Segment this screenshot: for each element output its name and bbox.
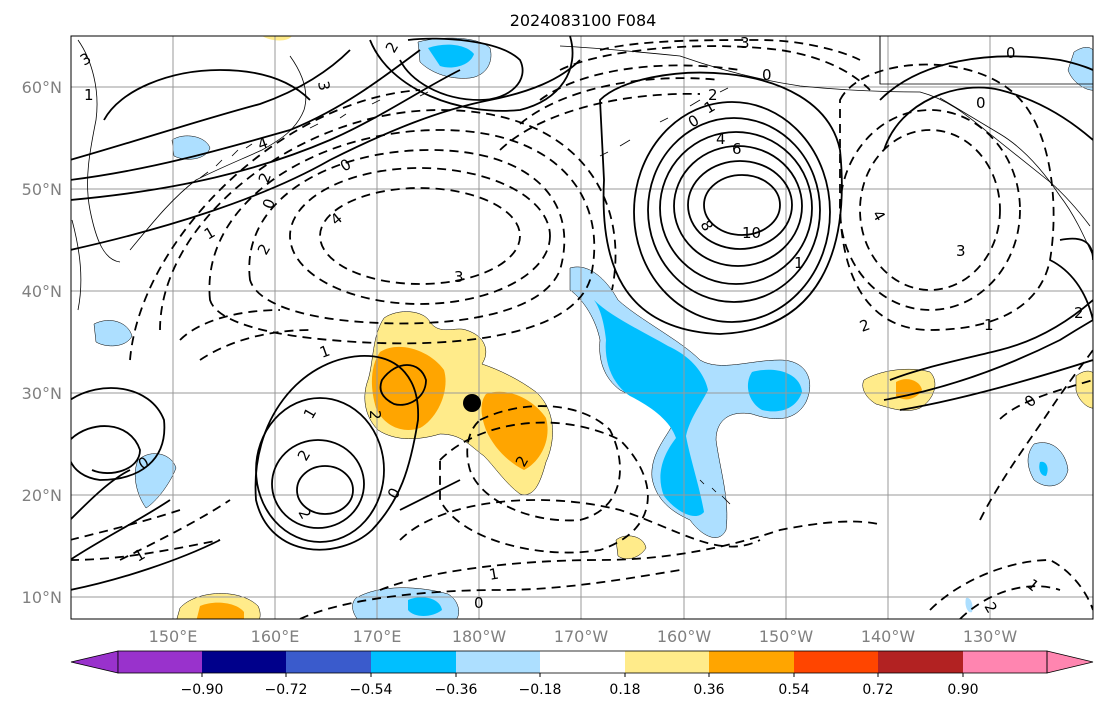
colorbar-tick-label: −0.18 <box>519 682 562 698</box>
lon-axis: 150°E 160°E 170°E 180°W 170°W 160°W 150°… <box>149 627 1018 646</box>
contour-label: 3 <box>956 242 966 260</box>
colorbar-max-extend <box>1046 650 1094 674</box>
contour-label: 4 <box>716 130 726 148</box>
lat-axis: 60°N 50°N 40°N 30°N 20°N 10°N <box>22 78 62 607</box>
colorbar-segment <box>202 651 286 673</box>
colorbar-tick-label: −0.54 <box>350 682 393 698</box>
lon-label: 180°W <box>452 627 507 646</box>
contour-label: 2 <box>366 410 384 420</box>
contour-label: 1 <box>794 254 804 272</box>
positive-shading <box>176 36 1093 619</box>
colorbar-tick-label: 0.36 <box>693 682 724 698</box>
lat-label: 40°N <box>22 282 62 301</box>
negative-contours <box>71 39 1093 619</box>
lon-label: 170°E <box>353 627 402 646</box>
high-center-contour <box>703 174 781 236</box>
lon-label: 150°E <box>149 627 198 646</box>
contour-label: 0 <box>762 66 772 84</box>
colorbar-segment <box>709 651 794 673</box>
hawaii-islands <box>699 479 731 505</box>
contour-label: 1 <box>488 565 501 584</box>
colorbar-segment <box>878 651 963 673</box>
colorbar: −0.90 −0.72 −0.54 −0.36 −0.18 0.18 0.36 … <box>70 650 1094 698</box>
lat-label: 60°N <box>22 78 62 97</box>
contour-label: 1 <box>84 86 94 104</box>
contour-label: 10 <box>742 224 761 242</box>
low-center-contour <box>296 465 354 515</box>
lat-label: 50°N <box>22 180 62 199</box>
colorbar-segment <box>963 651 1047 673</box>
lat-label: 10°N <box>22 588 62 607</box>
contour-label: 3 <box>454 268 464 286</box>
colorbar-tick-label: −0.90 <box>181 682 224 698</box>
contour-label: 1 <box>984 316 994 334</box>
japan-coast <box>71 219 82 311</box>
contour-label: 2 <box>708 86 718 104</box>
colorbar-segment <box>456 651 540 673</box>
contour-label: 0 <box>976 94 986 112</box>
colorbar-tick-label: 0.90 <box>947 682 978 698</box>
graticule <box>71 36 1093 619</box>
lon-label: 170°W <box>554 627 609 646</box>
contour-label: 6 <box>732 140 742 158</box>
lon-label: 160°W <box>657 627 712 646</box>
colorbar-tick-label: 0.18 <box>609 682 640 698</box>
contour-label: 0 <box>1006 44 1016 62</box>
lat-label: 20°N <box>22 486 62 505</box>
colorbar-segment <box>540 651 625 673</box>
colorbar-tick-label: 0.72 <box>862 682 893 698</box>
colorbar-segment <box>118 651 202 673</box>
contour-label: 0 <box>474 594 484 612</box>
lon-label: 150°W <box>759 627 814 646</box>
alaska-coast <box>559 45 1091 227</box>
lon-label: 160°E <box>251 627 300 646</box>
contour-label: 2 <box>1074 304 1084 322</box>
colorbar-segment <box>794 651 878 673</box>
low-center-north <box>319 187 521 285</box>
contour-label: 3 <box>314 80 333 93</box>
colorbar-segment <box>625 651 709 673</box>
lat-label: 30°N <box>22 384 62 403</box>
location-marker <box>463 394 481 412</box>
lon-label: 130°W <box>963 627 1018 646</box>
colorbar-tick-label: 0.54 <box>778 682 809 698</box>
coastlines <box>71 36 1093 505</box>
negative-shading <box>93 37 1093 619</box>
colorbar-min-extend <box>70 650 119 674</box>
colorbar-segment <box>286 651 371 673</box>
map-title: 2024083100 F084 <box>510 11 657 30</box>
colorbar-tick-label: −0.72 <box>265 682 308 698</box>
colorbar-tick-label: −0.36 <box>435 682 478 698</box>
map-panel: 2 3 4 2 0 1 0 2 3 4 1 0 1 2 4 6 8 10 1 0… <box>71 34 1093 619</box>
low-center-east <box>859 129 1001 291</box>
lon-label: 140°W <box>861 627 916 646</box>
map-frame <box>70 35 1094 620</box>
positive-contours <box>71 36 1093 591</box>
contour-label: 3 <box>740 34 750 52</box>
kuril-islands <box>199 143 253 179</box>
colorbar-segment <box>371 651 456 673</box>
